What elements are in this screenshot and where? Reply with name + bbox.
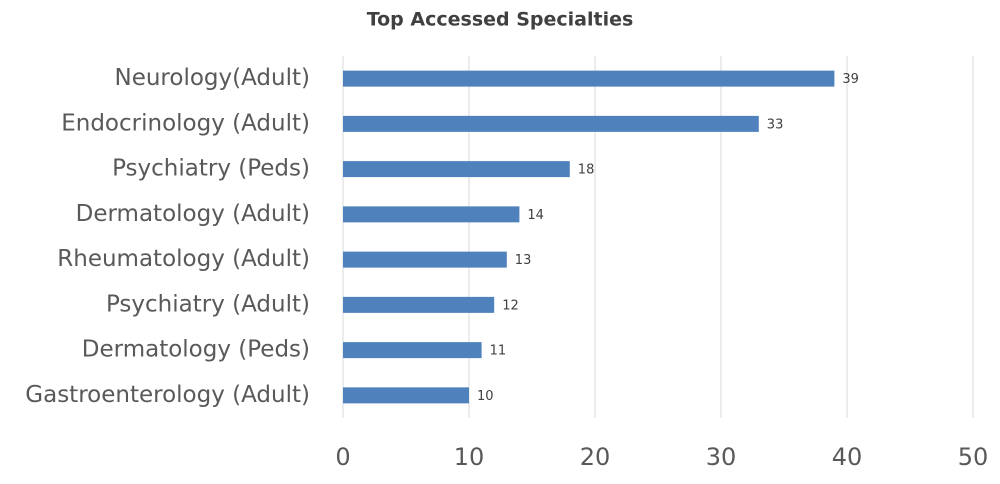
bar [343,387,469,404]
x-tick-label: 10 [454,443,485,471]
y-tick-label: Psychiatry (Peds) [112,156,310,182]
y-tick-label: Psychiatry (Adult) [106,291,310,317]
bar [343,206,520,223]
x-tick-label: 20 [580,443,611,471]
y-tick-label: Dermatology (Adult) [76,201,310,227]
bar [343,296,495,313]
bar [343,342,482,359]
y-tick-label: Dermatology (Peds) [82,337,310,363]
x-tick-label: 40 [832,443,863,471]
x-tick-label: 30 [706,443,737,471]
y-tick-label: Gastroenterology (Adult) [25,382,310,408]
x-tick-label: 50 [958,443,989,471]
data-label: 18 [578,163,595,178]
y-tick-label: Neurology(Adult) [115,65,311,91]
data-label: 11 [490,344,507,359]
y-tick-label: Endocrinology (Adult) [61,110,310,136]
chart-title: Top Accessed Specialties [367,9,634,31]
bar [343,161,570,178]
data-label: 14 [527,208,544,223]
data-label: 10 [477,389,494,404]
data-label: 39 [842,72,859,87]
bar [343,70,835,87]
x-tick-label: 0 [335,443,350,471]
bar [343,115,759,132]
data-label: 13 [515,253,532,268]
y-tick-label: Rheumatology (Adult) [57,246,310,272]
data-label: 33 [767,117,784,132]
data-label: 12 [502,298,519,313]
bar [343,251,507,268]
